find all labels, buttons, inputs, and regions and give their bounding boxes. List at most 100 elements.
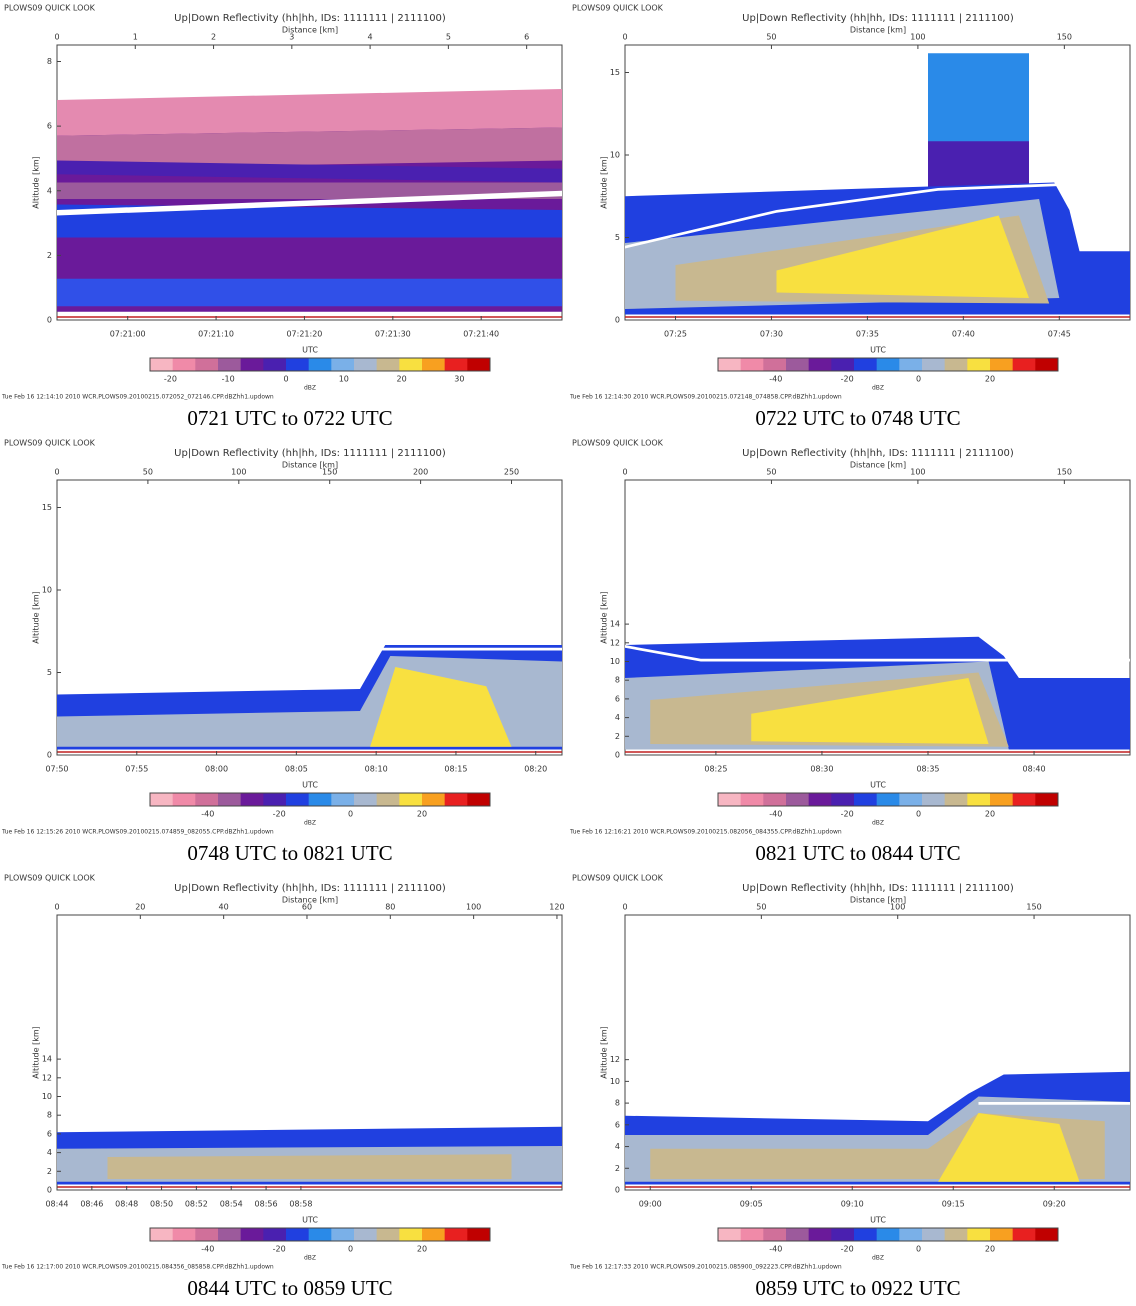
colorbar-cell: [740, 1228, 764, 1241]
colorbar-cell: [990, 358, 1014, 371]
x-tick-label: 07:55: [125, 765, 148, 774]
x-tick-label: 08:52: [185, 1200, 208, 1209]
colorbar-cell: [218, 358, 242, 371]
reflectivity-region: [751, 678, 989, 744]
colorbar-cell: [467, 358, 491, 371]
colorbar-cell: [172, 793, 196, 806]
colorbar-tick-label: 0: [283, 375, 288, 384]
y-tick-label: 5: [615, 233, 620, 242]
colorbar-frame: [149, 1227, 491, 1242]
top-tick-label: 6: [524, 33, 529, 42]
x-tick-label: 07:21:30: [375, 330, 411, 339]
x-tick-label: 08:10: [365, 765, 388, 774]
panel-footer: Tue Feb 16 12:16:21 2010 WCR.PLOWS09.201…: [569, 829, 842, 836]
colorbar-cell: [376, 358, 400, 371]
colorbar-cell: [399, 793, 423, 806]
colorbar-cell: [331, 1228, 355, 1241]
colorbar-tick-label: -10: [222, 375, 235, 384]
reflectivity-region: [370, 647, 562, 651]
y-tick-label: 0: [47, 751, 52, 760]
colorbar-tick-label: -40: [769, 810, 782, 819]
colorbar-cell: [195, 1228, 219, 1241]
colorbar-cell: [240, 358, 264, 371]
colorbar-cell: [1012, 1228, 1036, 1241]
colorbar-tick-label: 20: [985, 1245, 995, 1254]
panel-caption: 0859 UTC to 0922 UTC: [755, 1276, 960, 1300]
colorbar-cell: [1035, 358, 1059, 371]
top-axis-label: Distance [km]: [850, 461, 906, 470]
colorbar-cell: [922, 358, 946, 371]
colorbar-tick-label: 0: [348, 810, 353, 819]
colorbar-tick-label: -40: [201, 810, 214, 819]
x-tick-label: 08:58: [289, 1200, 312, 1209]
panel: PLOWS09 QUICK LOOK Up|Down Reflectivity (…: [569, 874, 1131, 1300]
colorbar-cell: [240, 1228, 264, 1241]
colorbar-tick-label: 30: [454, 375, 464, 384]
panel-caption: 0844 UTC to 0859 UTC: [187, 1276, 392, 1300]
colorbar-cell: [740, 793, 764, 806]
colorbar-cell: [444, 358, 468, 371]
x-axis-label: UTC: [302, 1216, 318, 1225]
colorbar-cell: [808, 793, 832, 806]
x-tick-label: 08:54: [220, 1200, 243, 1209]
top-tick-label: 50: [756, 903, 766, 912]
top-axis-label: Distance [km]: [850, 26, 906, 35]
y-tick-label: 2: [47, 1167, 52, 1176]
x-tick-label: 08:35: [916, 765, 939, 774]
colorbar-tick-label: 0: [916, 1245, 921, 1254]
top-tick-label: 0: [622, 468, 627, 477]
colorbar-cell: [899, 358, 923, 371]
top-tick-label: 20: [135, 903, 145, 912]
y-tick-label: 12: [42, 1073, 52, 1082]
colorbar-cell: [308, 793, 332, 806]
colorbar-cell: [354, 1228, 378, 1241]
colorbar-cell: [740, 358, 764, 371]
y-tick-label: 12: [610, 1055, 620, 1064]
colorbar-cell: [376, 793, 400, 806]
colorbar-unit: dBZ: [872, 1255, 884, 1262]
colorbar-cell: [899, 793, 923, 806]
y-tick-label: 10: [42, 1092, 52, 1101]
x-axis-label: UTC: [870, 346, 886, 355]
panel-caption: 0722 UTC to 0748 UTC: [755, 406, 960, 430]
y-tick-label: 10: [42, 586, 52, 595]
top-tick-label: 80: [385, 903, 395, 912]
colorbar-cell: [354, 358, 378, 371]
y-tick-label: 15: [610, 68, 620, 77]
colorbar-cell: [399, 358, 423, 371]
colorbar-tick-label: 20: [985, 810, 995, 819]
y-tick-label: 0: [615, 316, 620, 325]
colorbar-unit: dBZ: [872, 820, 884, 827]
top-tick-label: 40: [219, 903, 229, 912]
x-tick-label: 07:21:10: [198, 330, 234, 339]
top-tick-label: 50: [766, 468, 776, 477]
panel: PLOWS09 QUICK LOOK Up|Down Reflectivity (…: [1, 439, 563, 865]
panel-title: Up|Down Reflectivity (hh|hh, IDs: 111111…: [742, 883, 1014, 894]
x-tick-label: 09:15: [942, 1200, 965, 1209]
y-tick-label: 8: [47, 57, 52, 66]
colorbar-tick-label: -20: [841, 1245, 854, 1254]
x-tick-label: 07:21:40: [463, 330, 499, 339]
colorbar-cell: [240, 793, 264, 806]
colorbar-tick-label: -20: [841, 810, 854, 819]
colorbar-cell: [763, 358, 787, 371]
y-tick-label: 4: [615, 1142, 620, 1151]
reflectivity-region: [625, 645, 1130, 662]
top-tick-label: 2: [211, 33, 216, 42]
x-tick-label: 09:05: [740, 1200, 763, 1209]
y-tick-label: 14: [610, 620, 620, 629]
colorbar-tick-label: 20: [417, 810, 427, 819]
colorbar-cell: [763, 1228, 787, 1241]
top-tick-label: 0: [622, 903, 627, 912]
colorbar-cell: [944, 1228, 968, 1241]
colorbar-frame: [149, 792, 491, 807]
x-tick-label: 07:21:00: [110, 330, 146, 339]
x-tick-label: 07:45: [1048, 330, 1071, 339]
top-tick-label: 50: [766, 33, 776, 42]
x-tick-label: 08:30: [810, 765, 833, 774]
top-tick-label: 60: [302, 903, 312, 912]
colorbar-cell: [286, 1228, 310, 1241]
colorbar-frame: [717, 1227, 1059, 1242]
x-tick-label: 08:46: [80, 1200, 103, 1209]
y-tick-label: 10: [610, 151, 620, 160]
